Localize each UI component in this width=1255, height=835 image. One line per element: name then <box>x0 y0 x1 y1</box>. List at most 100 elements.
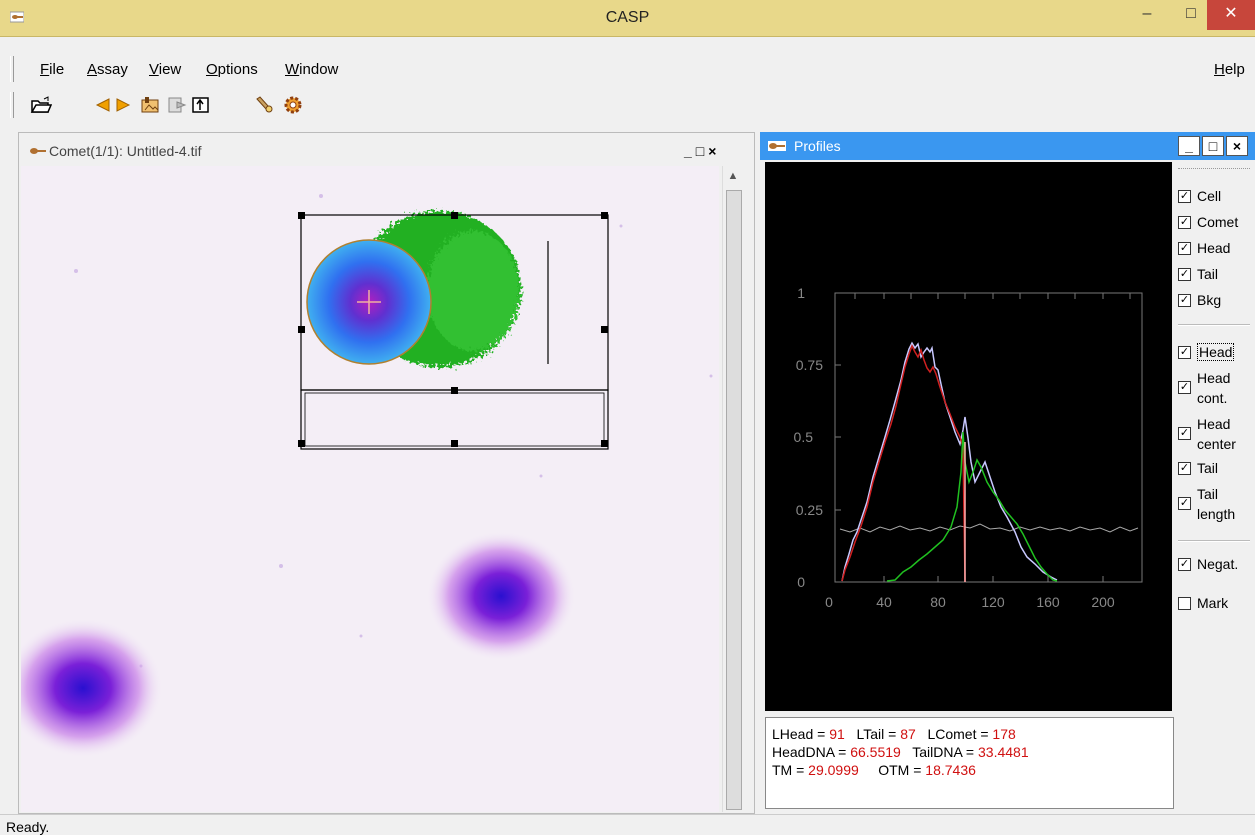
comet-profile-line <box>841 341 1058 582</box>
menu-file[interactable]: File <box>40 61 64 78</box>
comet-vertical-scrollbar[interactable]: ▲ <box>722 166 745 812</box>
title-bar: CASP – □ ✕ <box>0 0 1255 37</box>
tools-icon[interactable] <box>254 94 276 116</box>
checkbox-tail-profile-box[interactable]: ✓ <box>1178 461 1191 475</box>
checkbox-comet[interactable]: ✓ Comet <box>1178 214 1238 230</box>
checkbox-mark[interactable]: Mark <box>1178 595 1228 611</box>
checkbox-tail-profile[interactable]: ✓ Tail <box>1178 460 1218 476</box>
minimize-button[interactable]: – <box>1142 5 1152 22</box>
x-tick-160: 160 <box>1036 594 1060 610</box>
plot-frame <box>834 292 1143 583</box>
y-tick-labels: 0 0.25 0.5 0.75 1 <box>794 285 824 590</box>
plot-tick-marks <box>835 293 1131 582</box>
checkbox-tail[interactable]: ✓ Tail <box>1178 266 1218 282</box>
checkbox-tail-box[interactable]: ✓ <box>1178 267 1191 281</box>
status-bar: Ready. <box>0 814 1255 835</box>
profiles-minimize-button[interactable]: _ <box>1178 136 1200 156</box>
toolbar-grip[interactable] <box>10 92 14 118</box>
checkbox-head-profile-box[interactable]: ✓ <box>1178 345 1191 359</box>
app-title: CASP <box>605 9 650 26</box>
checkbox-negative-box[interactable]: ✓ <box>1178 557 1191 571</box>
results-line-1: LHead = 91 LTail = 87 LComet = 178 <box>772 726 1016 742</box>
menu-options-label: ptions <box>217 61 258 78</box>
checkbox-cell-label: Cell <box>1197 188 1222 204</box>
checkbox-comet-box[interactable]: ✓ <box>1178 215 1191 229</box>
next-arrow-icon[interactable] <box>112 94 134 116</box>
menu-window-label: indow <box>299 61 339 78</box>
status-text: Ready. <box>6 819 50 835</box>
lcomet-label: LComet = <box>927 726 993 742</box>
bkg-profile-line <box>839 523 1139 533</box>
menu-help[interactable]: Help <box>1214 61 1245 78</box>
profiles-window-icon <box>768 141 786 151</box>
y-tick-0-5: 0.5 <box>794 429 814 445</box>
comet-blob-3 <box>21 618 163 758</box>
lhead-label: LHead = <box>772 726 830 742</box>
menu-bar: File Assay View Options Window Help <box>0 54 1255 84</box>
x-tick-40: 40 <box>876 594 892 610</box>
checkbox-mark-box[interactable] <box>1178 596 1191 610</box>
close-button[interactable]: ✕ <box>1207 0 1255 30</box>
comet-window-title: Comet(1/1): Untitled-4.tif <box>49 143 202 159</box>
menu-view-label: iew <box>158 61 182 78</box>
checkbox-head-cont[interactable]: ✓ Head cont. <box>1178 368 1230 408</box>
comet-image-canvas <box>21 194 713 758</box>
checkbox-head-center-label-2: center <box>1197 436 1236 452</box>
ltail-value: 87 <box>900 726 916 742</box>
checkbox-cell[interactable]: ✓ Cell <box>1178 188 1221 204</box>
checkbox-tail-length[interactable]: ✓ Tail length <box>1178 484 1235 524</box>
checkbox-tail-length-box[interactable]: ✓ <box>1178 496 1191 510</box>
checkbox-cell-box[interactable]: ✓ <box>1178 189 1191 203</box>
export-icon[interactable] <box>190 94 212 116</box>
settings-gear-icon[interactable] <box>282 94 304 116</box>
background-inner-box <box>304 392 605 447</box>
panel-grip[interactable] <box>1178 168 1250 175</box>
menu-view[interactable]: View <box>149 61 181 78</box>
taildna-value: 33.4481 <box>978 744 1029 760</box>
toolbar <box>0 88 1255 124</box>
menu-options[interactable]: Options <box>206 61 258 78</box>
comet-image[interactable] <box>21 166 719 812</box>
checkbox-head-cont-label-1: Head <box>1197 370 1231 386</box>
checkbox-head-profile[interactable]: ✓ Head <box>1178 343 1235 361</box>
prev-arrow-icon[interactable] <box>92 94 114 116</box>
checkbox-head-center-box[interactable]: ✓ <box>1178 426 1191 440</box>
comet-window-icon <box>30 148 46 154</box>
taildna-label: TailDNA = <box>912 744 978 760</box>
menu-assay-accel: A <box>87 61 98 78</box>
checkbox-mark-label: Mark <box>1197 595 1229 611</box>
open-folder-icon[interactable] <box>30 94 52 116</box>
maximize-button[interactable]: □ <box>1186 5 1196 22</box>
checkbox-bkg-box[interactable]: ✓ <box>1178 293 1191 307</box>
lcomet-value: 178 <box>992 726 1016 742</box>
checkbox-head-cont-box[interactable]: ✓ <box>1178 380 1191 394</box>
comet-window: Comet(1/1): Untitled-4.tif _□× <box>18 132 755 814</box>
profiles-maximize-button[interactable]: □ <box>1202 136 1224 156</box>
checkbox-head-cont-label: Head cont. <box>1197 368 1230 408</box>
checkbox-head-profile-label: Head <box>1197 343 1235 361</box>
checkbox-bkg[interactable]: ✓ Bkg <box>1178 292 1221 308</box>
selection-handles[interactable] <box>298 212 608 447</box>
results-panel: LHead = 91 LTail = 87 LComet = 178 HeadD… <box>765 717 1174 809</box>
checkbox-head[interactable]: ✓ Head <box>1178 240 1230 256</box>
menu-grip[interactable] <box>10 56 14 82</box>
scroll-thumb[interactable] <box>726 190 742 810</box>
profile-plot: 0 0.25 0.5 0.75 1 0 40 80 120 160 200 <box>765 162 1172 711</box>
checkbox-negative[interactable]: ✓ Negat. <box>1178 556 1238 572</box>
checkbox-head-center[interactable]: ✓ Head center <box>1178 414 1236 454</box>
profiles-window-controls: _ □ × <box>1176 136 1248 156</box>
ltail-label: LTail = <box>856 726 901 742</box>
headdna-value: 66.5519 <box>850 744 901 760</box>
menu-assay[interactable]: Assay <box>87 61 128 78</box>
copy-icon[interactable] <box>166 94 188 116</box>
image-icon[interactable] <box>140 94 162 116</box>
y-tick-1: 1 <box>797 285 805 301</box>
checkbox-head-cont-label-2: cont. <box>1197 390 1228 406</box>
comet-window-controls[interactable]: _□× <box>684 143 721 159</box>
menu-window[interactable]: Window <box>285 61 338 78</box>
scroll-up-arrow-icon[interactable]: ▲ <box>727 170 739 182</box>
checkbox-head-box[interactable]: ✓ <box>1178 241 1191 255</box>
y-tick-0-75: 0.75 <box>796 357 823 373</box>
profiles-close-button[interactable]: × <box>1226 136 1248 156</box>
tm-value: 29.0999 <box>808 762 859 778</box>
